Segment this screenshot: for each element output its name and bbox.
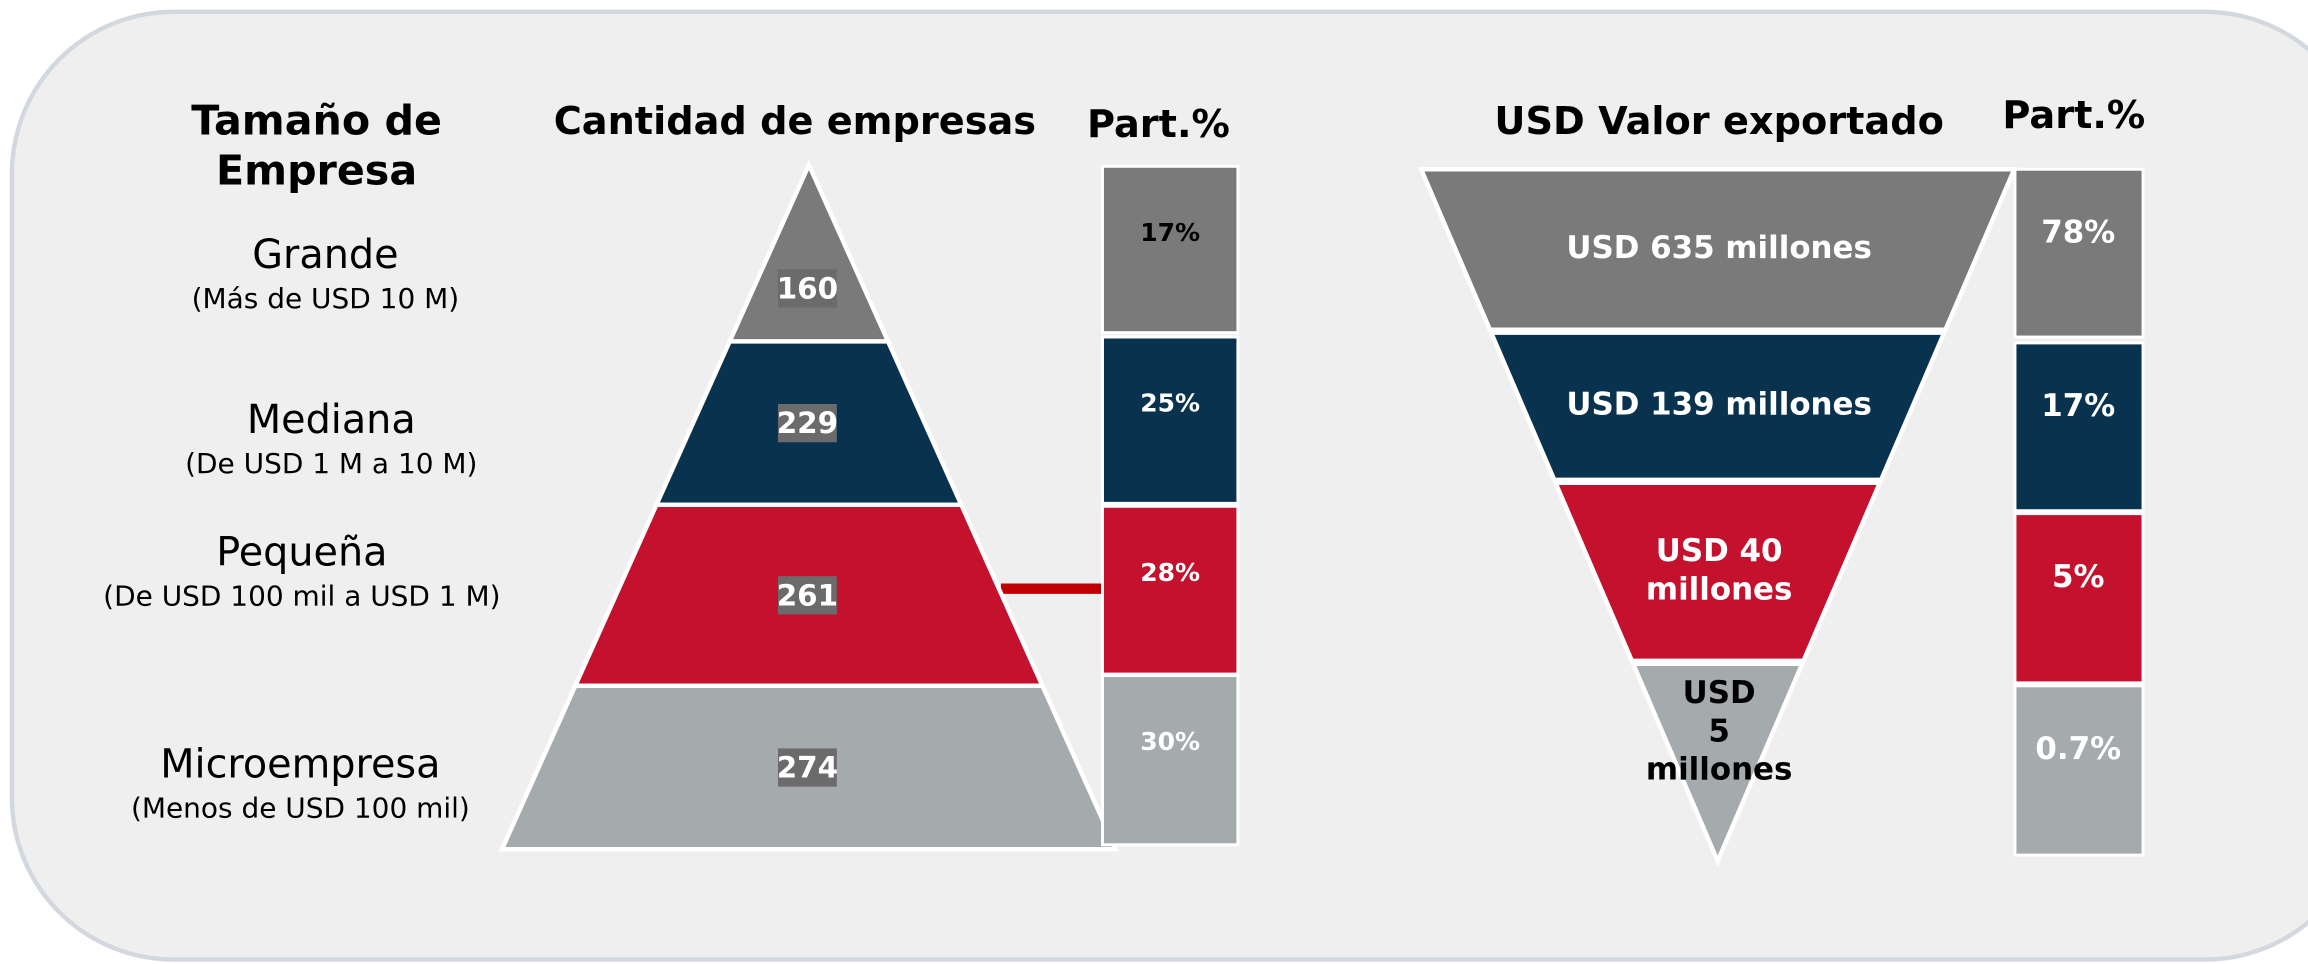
- share-bar: [1101, 504, 1240, 676]
- size-name: Pequeña: [216, 529, 387, 575]
- size-range: (Menos de USD 100 mil): [131, 791, 470, 824]
- column-header: USD Valor exportado: [1494, 99, 1943, 144]
- count-value: 261: [777, 578, 838, 612]
- count-value: 229: [777, 406, 838, 440]
- share-value: 30%: [1140, 727, 1200, 756]
- share-value: 17%: [1140, 218, 1200, 247]
- export-value: USD 635 millones: [1566, 230, 1871, 266]
- funnel-band: [1629, 661, 1806, 867]
- funnel-band: [1417, 167, 2018, 332]
- share-bar: [1101, 164, 1240, 335]
- share-value: 0.7%: [2035, 731, 2121, 767]
- count-badge: [777, 748, 837, 787]
- share-value: 17%: [2041, 388, 2115, 424]
- share-bar: [2013, 512, 2145, 685]
- size-name: Mediana: [247, 397, 416, 443]
- export-value: millones: [1646, 571, 1793, 607]
- export-value: 5: [1708, 713, 1730, 749]
- column-header: Part.%: [1087, 102, 1230, 147]
- column-header: Empresa: [216, 147, 417, 195]
- share-bar: [2013, 167, 2145, 339]
- count-value: 274: [777, 750, 838, 784]
- share-value: 25%: [1140, 389, 1200, 418]
- count-badge: [777, 576, 837, 615]
- share-bar: [2013, 341, 2145, 513]
- share-value: 78%: [2041, 215, 2115, 251]
- size-name: Grande: [252, 232, 398, 278]
- count-badge: [777, 269, 837, 308]
- size-range: (De USD 1 M a 10 M): [185, 447, 477, 480]
- share-value: 28%: [1140, 558, 1200, 587]
- export-value: USD 40: [1656, 533, 1783, 569]
- share-bar: [1101, 674, 1240, 847]
- count-badge: [777, 403, 837, 443]
- size-range: (Más de USD 10 M): [192, 282, 460, 315]
- share-bar: [1101, 335, 1240, 505]
- share-value: 5%: [2052, 559, 2104, 595]
- size-name: Microempresa: [160, 741, 440, 787]
- share-bar: [2013, 684, 2145, 857]
- column-header: Part.%: [2002, 93, 2145, 138]
- funnel-band: [1552, 480, 1884, 664]
- export-value: USD: [1683, 675, 1756, 711]
- funnel-band: [1487, 330, 1948, 482]
- column-header: Cantidad de empresas: [554, 99, 1036, 144]
- size-range: (De USD 100 mil a USD 1 M): [103, 580, 500, 613]
- export-value: USD 139 millones: [1566, 387, 1871, 423]
- column-header: Tamaño de: [191, 97, 442, 145]
- export-value: millones: [1646, 752, 1793, 788]
- count-value: 160: [777, 271, 838, 305]
